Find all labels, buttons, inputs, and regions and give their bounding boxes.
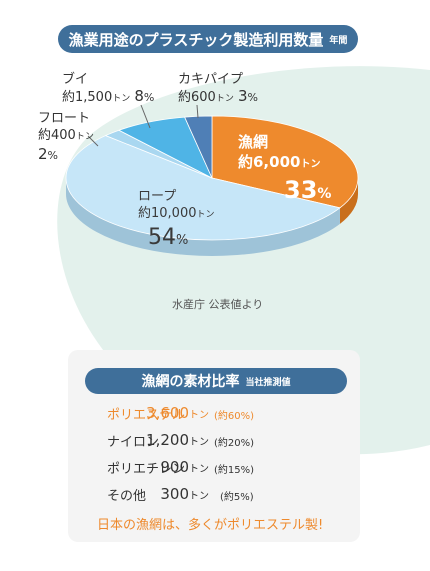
breakdown-row-nylon: ナイロン 1,200トン (約20%) xyxy=(0,431,263,451)
label-float-amount: 約400 xyxy=(38,128,76,143)
label-float-percent: 2 xyxy=(38,145,48,163)
label-float: フロート 約400トン 2% xyxy=(38,111,94,163)
leader-line-カキパイプ xyxy=(196,104,199,119)
label-net: 漁網 約6,000トン 33% xyxy=(238,133,332,204)
row-unit: トン xyxy=(189,437,209,448)
breakdown-row-polyester: ポリエステル 3,600トン (約60%) xyxy=(0,404,263,424)
breakdown-conclusion: 日本の漁網は、多くがポリエステル製! xyxy=(97,518,324,533)
pie-slice-ロープ xyxy=(65,135,341,241)
label-kaki-pipe-name: カキパイプ xyxy=(178,72,244,87)
label-net-amount: 約6,000 xyxy=(238,153,301,171)
breakdown-title-text: 漁網の素材比率 xyxy=(141,374,240,390)
label-rope-name: ロープ xyxy=(138,189,177,204)
label-rope-amount: 約10,000 xyxy=(138,206,197,221)
row-ratio: (約20%) xyxy=(214,438,255,449)
breakdown-title-sub: 当社推測値 xyxy=(245,377,291,388)
row-unit: トン xyxy=(189,464,209,475)
chart-title: 漁業用途のプラスチック製造利用数量 年間 xyxy=(58,25,358,53)
label-net-unit: トン xyxy=(300,159,321,170)
pie-side-漁網 xyxy=(339,178,358,224)
label-buoy-name: ブイ xyxy=(62,72,89,87)
label-kaki-pipe: カキパイプ 約600トン 3% xyxy=(178,72,258,105)
row-name: その他 xyxy=(107,489,147,504)
pie-side-ロープ xyxy=(65,178,340,256)
row-ratio: (約15%) xyxy=(214,465,255,476)
label-net-percent: 33 xyxy=(284,176,318,204)
row-amount: 900 xyxy=(160,458,189,476)
pie-slice-漁網 xyxy=(211,115,359,209)
row-ratio: (約60%) xyxy=(214,411,255,422)
label-kaki-pipe-unit: トン xyxy=(215,94,234,104)
row-ratio: (約5%) xyxy=(220,492,254,503)
breakdown-row-polyethylene: ポリエチレン 900トン (約15%) xyxy=(0,458,263,478)
label-buoy-percent: 8 xyxy=(134,87,144,105)
label-float-unit: トン xyxy=(75,132,94,142)
breakdown-row-other: その他 300トン (約5%) xyxy=(0,485,263,505)
label-buoy: ブイ 約1,500トン 8% xyxy=(62,72,155,105)
source-note: 水産庁 公表値より xyxy=(172,298,264,311)
breakdown-title: 漁網の素材比率 当社推測値 xyxy=(85,368,347,394)
row-amount: 1,200 xyxy=(146,431,189,449)
label-kaki-pipe-amount: 約600 xyxy=(178,90,216,105)
label-buoy-amount: 約1,500 xyxy=(62,90,113,105)
row-unit: トン xyxy=(189,491,209,502)
row-amount: 3,600 xyxy=(146,404,189,422)
chart-title-text: 漁業用途のプラスチック製造利用数量 xyxy=(68,30,324,49)
label-rope: ロープ 約10,000トン 54% xyxy=(138,189,215,250)
label-rope-percent: 54 xyxy=(148,225,176,250)
label-buoy-unit: トン xyxy=(112,94,131,104)
label-rope-unit: トン xyxy=(196,210,215,220)
chart-title-period: 年間 xyxy=(329,35,348,46)
row-name: ポリエチレン xyxy=(107,462,186,477)
row-name: ポリエステル xyxy=(107,408,186,423)
row-unit: トン xyxy=(189,410,209,421)
label-float-name: フロート xyxy=(38,111,91,126)
leader-line-フロート xyxy=(87,135,99,147)
label-net-name: 漁網 xyxy=(238,133,269,151)
label-kaki-pipe-percent: 3 xyxy=(237,87,248,105)
leader-line-ブイ xyxy=(140,104,151,129)
row-amount: 300 xyxy=(160,485,189,503)
row-name: ナイロン xyxy=(107,435,160,450)
